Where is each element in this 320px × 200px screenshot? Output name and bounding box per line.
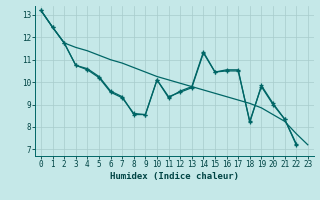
X-axis label: Humidex (Indice chaleur): Humidex (Indice chaleur): [110, 172, 239, 181]
